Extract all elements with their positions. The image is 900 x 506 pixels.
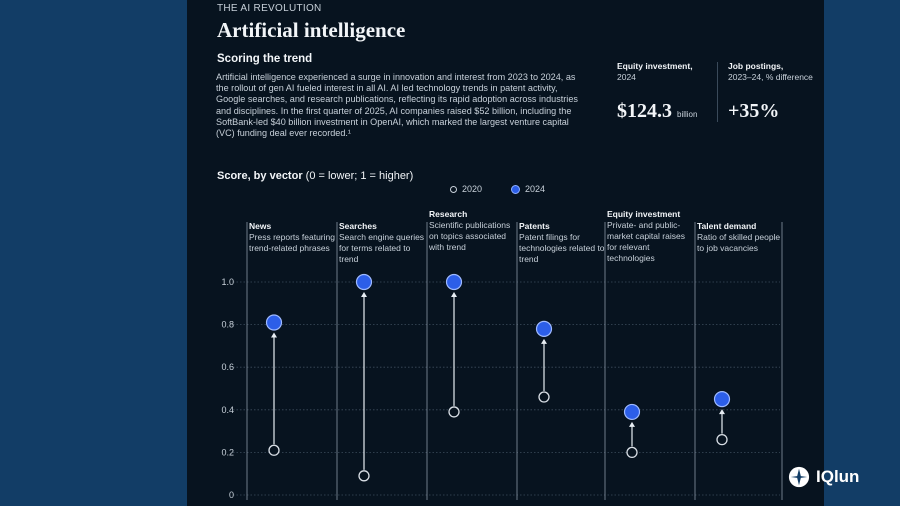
dot-chart: 0 0.2 0.4 0.6 0.8 1.0 — [221, 222, 783, 500]
column-desc-5: Ratio of skilled people to job vacancies — [697, 232, 781, 253]
point-2020-4 — [626, 446, 638, 459]
column-desc-0: Press reports featuring trend-related ph… — [249, 232, 335, 253]
y-tick-label-5: 1.0 — [221, 277, 234, 287]
point-2024-1 — [355, 273, 373, 291]
y-tick-label-3: 0.6 — [221, 362, 234, 372]
point-2024-0 — [265, 314, 283, 331]
brand-logo: IQlun — [788, 466, 859, 488]
legend-2024-marker — [511, 184, 520, 194]
column-desc-1: Search engine queries for terms related … — [339, 232, 425, 264]
change-arrowhead-4 — [629, 421, 635, 427]
change-arrowhead-1 — [361, 292, 367, 297]
kicker: THE AI REVOLUTION — [217, 3, 322, 14]
column-name-5: Talent demand — [697, 221, 757, 231]
equity-label-bold: Equity investment, — [617, 61, 693, 71]
legend-2020-label: 2020 — [462, 184, 483, 194]
equity-label-year: 2024 — [617, 72, 636, 82]
brand-name: IQlun — [816, 467, 860, 486]
legend-item-2024: 2024 — [511, 184, 545, 194]
change-arrowhead-0 — [271, 332, 277, 338]
point-2024-2 — [445, 273, 463, 291]
column-header-0: News Press reports featuring trend-relate… — [249, 221, 337, 254]
column-header-4: Equity investment Private- and public-mar… — [607, 209, 695, 264]
column-desc-3: Patent filings for technologies related … — [519, 232, 605, 264]
stat-divider — [717, 62, 718, 122]
column-header-5: Talent demand Ratio of skilled people to … — [697, 221, 785, 254]
point-2024-4 — [623, 403, 641, 421]
y-tick-label-4: 0.8 — [221, 320, 234, 330]
point-2024-3 — [535, 320, 553, 337]
page-title: Artificial intelligence — [217, 18, 406, 42]
column-name-1: Searches — [339, 221, 377, 231]
legend-2020-marker — [450, 185, 457, 193]
chart-title-rest: (0 = lower; 1 = higher) — [302, 170, 414, 182]
point-2020-1 — [358, 470, 370, 482]
jobs-label-bold: Job postings, — [728, 61, 784, 71]
jobs-stat-value: +35% — [728, 100, 780, 122]
section-subtitle: Scoring the trend — [217, 53, 313, 65]
column-name-4: Equity investment — [607, 209, 681, 219]
equity-stat-label: Equity investment, 2024 — [617, 61, 707, 83]
article-panel: THE AI REVOLUTION Artificial intelligenc… — [187, 0, 824, 506]
body-paragraph: Artificial intelligence experienced a su… — [216, 72, 578, 139]
y-tick-label-0: 0 — [229, 490, 234, 500]
point-2024-5 — [713, 391, 731, 408]
point-2020-2 — [448, 406, 460, 418]
chart-title: Score, by vector (0 = lower; 1 = higher) — [217, 170, 413, 182]
change-arrowhead-5 — [719, 409, 725, 415]
jobs-stat-label: Job postings, 2023–24, % difference — [728, 61, 818, 83]
equity-unit: billion — [677, 110, 698, 119]
chart-title-bold: Score, by vector — [217, 170, 303, 182]
point-2020-0 — [268, 444, 280, 456]
point-2020-3 — [538, 391, 550, 403]
brand-mark-icon — [788, 466, 810, 488]
change-arrowhead-3 — [541, 338, 547, 344]
y-tick-label-1: 0.2 — [221, 447, 234, 457]
column-name-2: Research — [429, 209, 468, 219]
legend-item-2020: 2020 — [450, 184, 482, 194]
legend-2024-label: 2024 — [525, 184, 546, 194]
column-desc-4: Private- and public-market capital raise… — [607, 220, 685, 263]
column-header-2: Research Scientific publications on topic… — [429, 209, 517, 253]
point-2020-5 — [716, 433, 728, 446]
column-desc-2: Scientific publications on topics associ… — [429, 220, 511, 252]
equity-value: $124.3 — [617, 100, 672, 122]
column-name-0: News — [249, 221, 272, 231]
jobs-label-rest: 2023–24, % difference — [728, 72, 813, 82]
equity-stat-value: $124.3 billion — [617, 100, 697, 123]
change-arrowhead-2 — [451, 292, 457, 297]
column-header-1: Searches Search engine queries for terms … — [339, 221, 427, 265]
y-tick-label-2: 0.4 — [221, 405, 234, 415]
column-header-3: Patents Patent filings for technologies r… — [519, 221, 607, 265]
column-name-3: Patents — [519, 221, 550, 231]
